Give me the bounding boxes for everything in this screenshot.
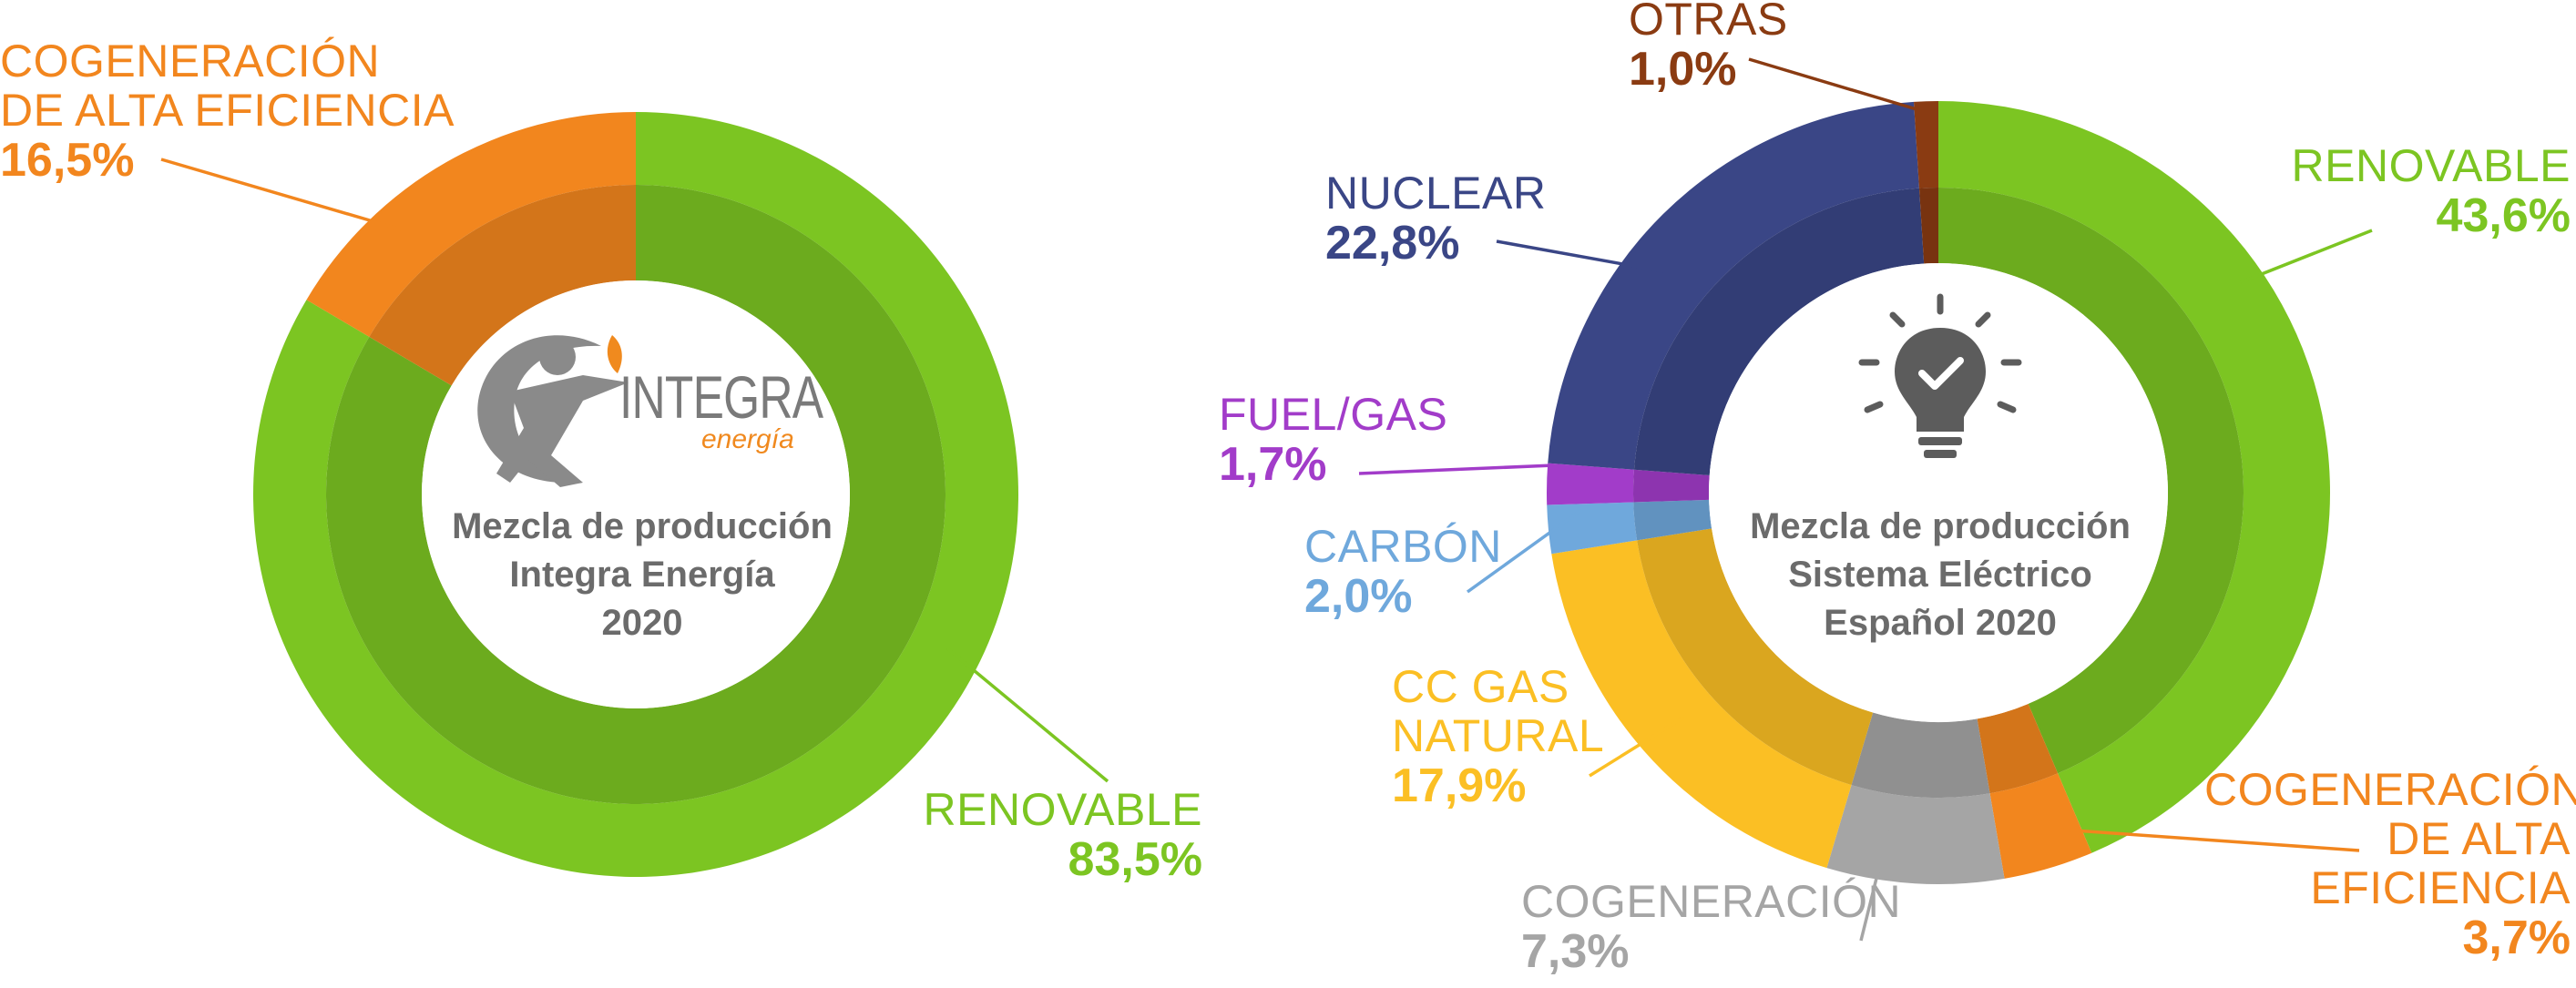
slice-renovable — [1938, 101, 2331, 853]
donut1-title-line2: Integra Energía — [509, 554, 775, 595]
label-sistema-renovable: RENOVABLE 43,6% — [2250, 141, 2571, 241]
donut-integra — [253, 112, 1019, 877]
label-sistema-cogeneracion-alta: COGENERACIÓN DE ALTA EFICIENCIA 3,7% — [2204, 765, 2576, 964]
leader-otras — [1748, 57, 1917, 111]
slice-inner-renovable — [1938, 188, 2244, 774]
slice-cc_gas — [1551, 540, 1852, 869]
slice-inner-cogeneracion — [1851, 712, 1990, 798]
slice-inner-renovable — [326, 185, 946, 804]
slice-inner-cogeneracion_alta — [369, 184, 636, 386]
label-integra-cogeneracion-alta: COGENERACIÓN DE ALTA EFICIENCIA 16,5% — [0, 36, 455, 186]
leader-sistema-renovable — [2240, 229, 2373, 284]
label-value: 7,3% — [1521, 925, 1630, 978]
integra-logo-word: INTEGRA — [619, 363, 823, 431]
donut1-title: Mezcla de producción Integra Energía 202… — [414, 503, 870, 647]
label-name-line: NATURAL — [1392, 710, 1605, 761]
label-name-line: FUEL/GAS — [1219, 389, 1448, 440]
donut2-title-line2: Sistema Eléctrico — [1788, 554, 2092, 595]
slice-inner-nuclear — [1633, 188, 1925, 476]
leader-sistema-cogeneracion-alta — [2047, 827, 2360, 852]
label-name-line: RENOVABLE — [2291, 140, 2571, 191]
label-value: 17,9% — [1392, 759, 1527, 812]
donut1-title-line3: 2020 — [601, 602, 683, 643]
label-name-line: DE ALTA — [2387, 813, 2571, 864]
label-name-line: COGENERACIÓN — [2204, 764, 2576, 815]
donut2-title-line1: Mezcla de producción — [1750, 506, 2131, 546]
leader-cc-gas — [1589, 716, 1684, 778]
label-fuel-gas: FUEL/GAS 1,7% — [1219, 390, 1447, 490]
slice-cogeneracion — [1826, 785, 2005, 884]
label-name-line: DE ALTA EFICIENCIA — [0, 85, 455, 136]
slice-cogeneracion_alta — [306, 112, 636, 337]
label-name-line: RENOVABLE — [923, 784, 1202, 835]
leader-nuclear — [1496, 239, 1664, 273]
label-integra-renovable: RENOVABLE 83,5% — [920, 785, 1202, 885]
leader-lines — [160, 57, 2373, 942]
label-value: 1,0% — [1629, 43, 1737, 96]
label-value: 22,8% — [1325, 217, 1460, 270]
slice-otras — [1914, 101, 1938, 188]
leader-fuel-gas — [1358, 463, 1555, 475]
label-cc-gas: CC GAS NATURAL 17,9% — [1392, 662, 1604, 811]
label-name-line: CARBÓN — [1304, 521, 1502, 572]
donut2-title-line3: Español 2020 — [1824, 602, 2057, 643]
leader-carbon — [1466, 508, 1583, 594]
label-value: 3,7% — [2462, 912, 2571, 964]
label-name-line: COGENERACIÓN — [0, 36, 381, 87]
lightbulb-icon — [1858, 293, 2022, 458]
label-name-line: NUCLEAR — [1325, 168, 1547, 219]
integra-logo-icon — [477, 335, 629, 487]
integra-logo-sub: energía — [701, 424, 794, 454]
donut-sistema — [1546, 101, 2331, 884]
label-carbon: CARBÓN 2,0% — [1304, 522, 1502, 622]
slice-nuclear — [1548, 101, 1919, 470]
label-name-line: OTRAS — [1629, 0, 1788, 45]
label-name-line: COGENERACIÓN — [1521, 876, 1902, 927]
slice-fuel_gas — [1546, 463, 1634, 505]
slice-inner-otras — [1918, 188, 1938, 264]
leader-cogeneracion — [1859, 830, 1890, 942]
label-otras: OTRAS 1,0% — [1629, 0, 1788, 95]
label-value: 16,5% — [0, 134, 135, 187]
label-value: 2,0% — [1304, 570, 1413, 623]
label-value: 1,7% — [1219, 438, 1327, 491]
leader-integra-cogeneracion-alta — [160, 158, 402, 231]
label-value: 43,6% — [2436, 189, 2571, 242]
label-name-line: CC GAS — [1392, 661, 1569, 712]
leader-integra-renovable — [946, 647, 1109, 783]
slice-inner-cogeneracion_alta — [1977, 703, 2059, 794]
label-nuclear: NUCLEAR 22,8% — [1325, 168, 1546, 269]
label-cogeneracion: COGENERACIÓN 7,3% — [1521, 877, 1901, 977]
donut1-title-line1: Mezcla de producción — [452, 506, 833, 546]
label-name-line: EFICIENCIA — [2310, 862, 2571, 913]
label-value: 83,5% — [1068, 833, 1202, 886]
donut-hole — [1709, 263, 2168, 722]
slice-inner-cc_gas — [1637, 528, 1874, 786]
donut2-title: Mezcla de producción Sistema Eléctrico E… — [1705, 503, 2175, 647]
slice-cogeneracion_alta — [1989, 773, 2092, 879]
slice-inner-carbon — [1633, 499, 1712, 541]
slice-carbon — [1547, 502, 1638, 555]
slice-inner-fuel_gas — [1632, 469, 1710, 503]
